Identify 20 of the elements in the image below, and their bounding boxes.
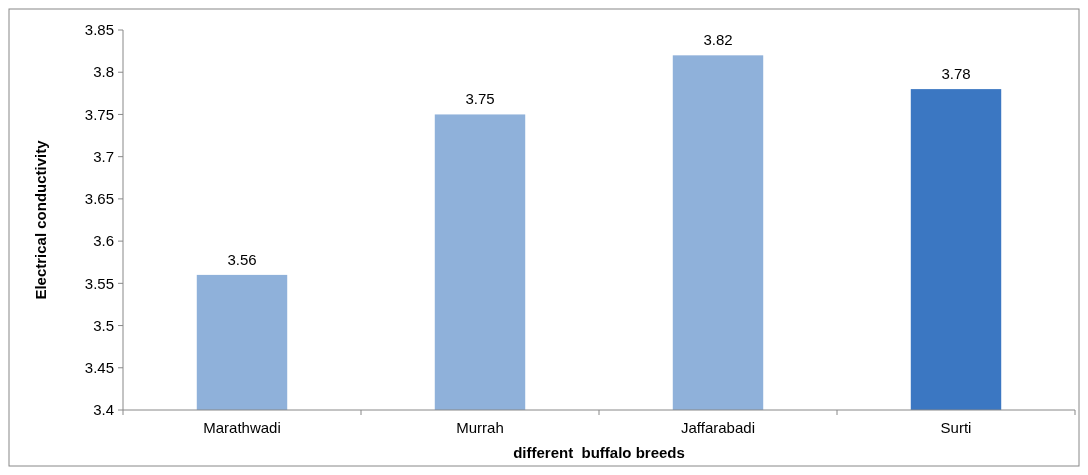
- y-tick-label: 3.75: [84, 105, 114, 123]
- x-tick-label: Marathwadi: [203, 419, 281, 436]
- y-axis-title: Electrical conductivity: [32, 139, 49, 300]
- x-tick-label: Surti: [940, 419, 972, 436]
- y-tick-label: 3.45: [84, 359, 114, 377]
- data-label: 3.78: [941, 65, 971, 83]
- y-tick-label: 3.4: [93, 401, 114, 419]
- y-tick-label: 3.5: [93, 316, 114, 334]
- x-tick-label: Murrah: [456, 419, 504, 436]
- y-tick-label: 3.8: [93, 63, 114, 81]
- y-tick-label: 3.55: [84, 274, 114, 292]
- y-tick-label: 3.6: [93, 232, 114, 250]
- y-tick-label: 3.65: [84, 190, 114, 208]
- data-label: 3.82: [703, 31, 733, 49]
- data-label: 3.56: [227, 250, 257, 268]
- x-axis-title: different buffalo breeds: [513, 444, 685, 461]
- y-tick-label: 3.85: [84, 21, 114, 39]
- y-tick-label: 3.7: [93, 147, 114, 165]
- data-label: 3.75: [465, 90, 495, 108]
- x-tick-label: Jaffarabadi: [681, 419, 755, 436]
